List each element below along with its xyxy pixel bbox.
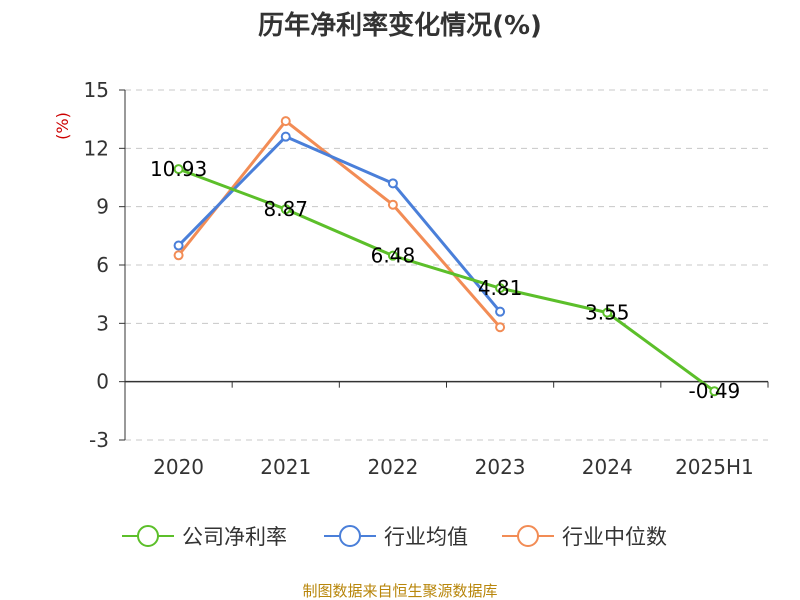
data-label: 4.81 [478, 276, 523, 300]
legend-marker [517, 525, 539, 547]
data-point[interactable] [280, 116, 291, 127]
x-tick-label: 2023 [475, 455, 526, 479]
data-point[interactable] [709, 386, 720, 397]
legend-label: 公司净利率 [182, 525, 287, 549]
x-tick-label: 2022 [367, 455, 418, 479]
legend-item-1[interactable]: 行业均值 [324, 525, 468, 549]
series-line-0 [178, 167, 716, 393]
legend-marker [339, 525, 361, 547]
data-label: -0.49 [689, 379, 741, 403]
legend-label: 行业均值 [384, 525, 468, 549]
legend-item-2[interactable]: 行业中位数 [502, 525, 667, 549]
data-point[interactable] [495, 283, 506, 294]
chart-title: 历年净利率变化情况(%) [258, 10, 542, 41]
data-label: 8.87 [263, 197, 308, 221]
y-tick-label: 0 [96, 370, 109, 394]
data-point[interactable] [387, 199, 398, 210]
series-line-1 [177, 135, 502, 313]
legend-label: 行业中位数 [562, 525, 667, 549]
data-point[interactable] [173, 250, 184, 261]
y-axis-label: (%) [53, 112, 72, 140]
axes: 15 12 9 6 3 0 -3 2020 2021 2022 2023 2024 2025H1 [84, 78, 769, 479]
data-label: 10.93 [150, 157, 207, 181]
y-tick-label: 15 [84, 78, 109, 102]
data-point[interactable] [602, 307, 613, 318]
legend-item-0[interactable]: 公司净利率 [122, 525, 287, 549]
x-tick-label: 2021 [260, 455, 311, 479]
legend[interactable]: 公司净利率 行业均值 行业中位数 [122, 525, 667, 549]
y-tick-label: -3 [89, 428, 109, 452]
data-point[interactable] [387, 250, 398, 261]
data-point[interactable] [495, 306, 506, 317]
data-point[interactable] [173, 240, 184, 251]
x-tick-label: 2020 [153, 455, 204, 479]
data-label: 6.48 [371, 244, 416, 268]
data-label: 3.55 [585, 301, 630, 325]
data-point[interactable] [280, 204, 291, 215]
data-labels: 10.93 8.87 6.48 4.81 3.55 -0.49 [150, 157, 740, 403]
y-tick-label: 9 [96, 195, 109, 219]
data-point[interactable] [495, 322, 506, 333]
series-layer [173, 116, 720, 397]
x-tick-label: 2025H1 [675, 455, 754, 479]
x-tick-label: 2024 [582, 455, 633, 479]
data-point[interactable] [280, 131, 291, 142]
source-note: 制图数据来自恒生聚源数据库 [302, 582, 497, 600]
y-tick-label: 12 [84, 136, 109, 160]
data-point[interactable] [173, 164, 184, 175]
data-point[interactable] [387, 178, 398, 189]
legend-marker [137, 525, 159, 547]
series-line-2 [177, 119, 502, 329]
y-tick-label: 3 [96, 311, 109, 335]
y-tick-label: 6 [96, 253, 109, 277]
